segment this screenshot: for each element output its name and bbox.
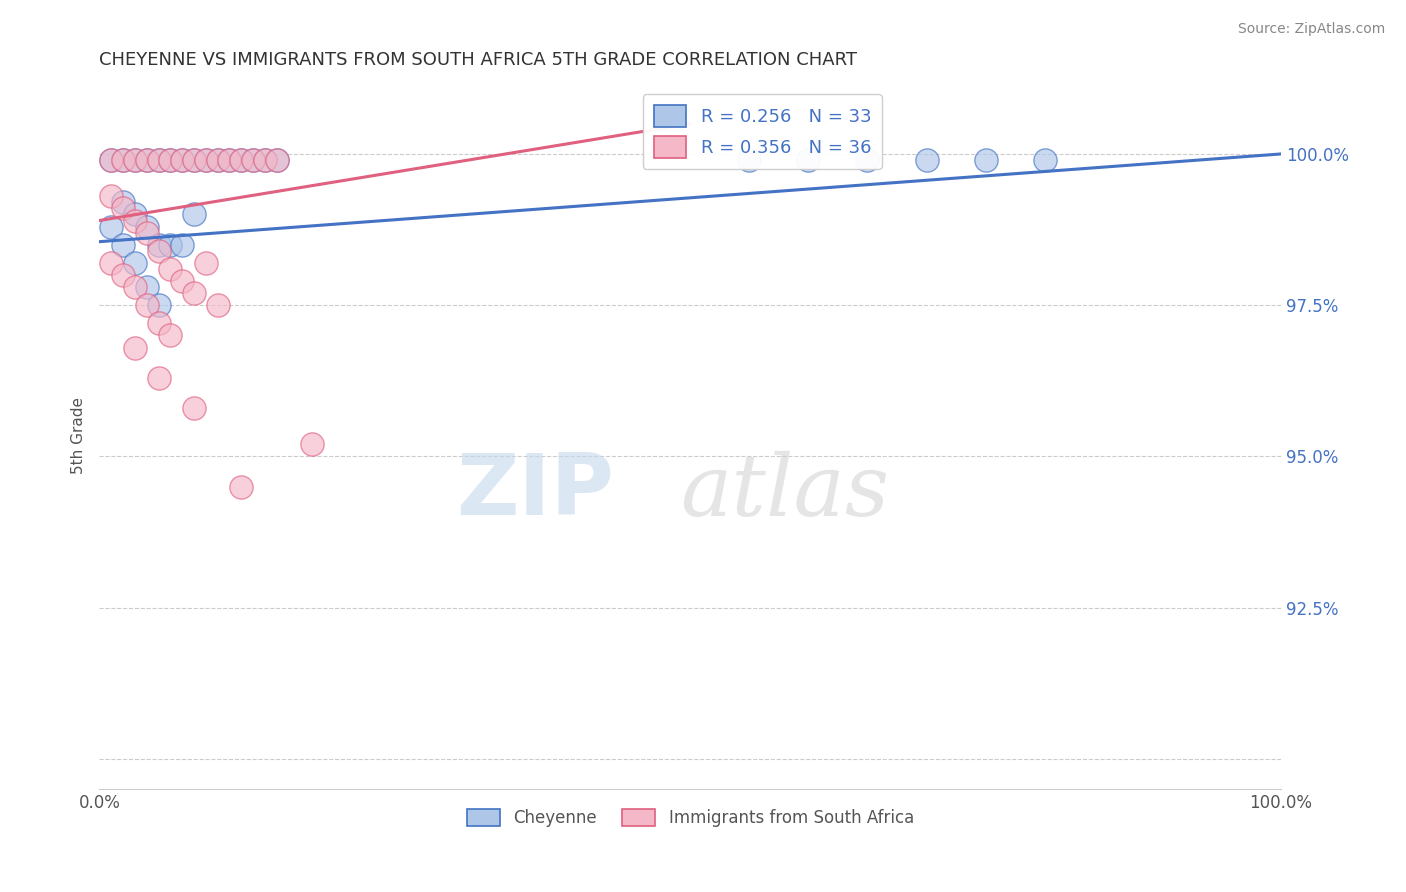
Text: atlas: atlas — [681, 450, 889, 533]
Point — [231, 480, 253, 494]
Point — [974, 153, 997, 167]
Point — [266, 153, 288, 167]
Point — [135, 226, 157, 240]
Point — [112, 153, 135, 167]
Point — [183, 153, 205, 167]
Point — [797, 153, 820, 167]
Point — [207, 153, 229, 167]
Point — [148, 317, 170, 331]
Point — [124, 213, 146, 227]
Point — [915, 153, 938, 167]
Point — [253, 153, 276, 167]
Point — [183, 153, 205, 167]
Point — [100, 189, 122, 203]
Point — [159, 328, 181, 343]
Point — [231, 153, 253, 167]
Point — [207, 298, 229, 312]
Point — [124, 280, 146, 294]
Point — [148, 298, 170, 312]
Point — [124, 341, 146, 355]
Point — [124, 153, 146, 167]
Point — [112, 202, 135, 216]
Point — [172, 274, 194, 288]
Point — [148, 244, 170, 258]
Point — [194, 256, 217, 270]
Point — [100, 153, 122, 167]
Point — [148, 153, 170, 167]
Point — [159, 153, 181, 167]
Text: ZIP: ZIP — [456, 450, 613, 533]
Point — [301, 437, 323, 451]
Point — [172, 237, 194, 252]
Point — [183, 207, 205, 221]
Point — [112, 153, 135, 167]
Point — [135, 153, 157, 167]
Point — [100, 219, 122, 234]
Point — [194, 153, 217, 167]
Point — [194, 153, 217, 167]
Point — [207, 153, 229, 167]
Point — [100, 153, 122, 167]
Point — [124, 153, 146, 167]
Point — [183, 401, 205, 415]
Point — [124, 256, 146, 270]
Point — [135, 153, 157, 167]
Point — [253, 153, 276, 167]
Point — [856, 153, 879, 167]
Point — [159, 261, 181, 276]
Legend: Cheyenne, Immigrants from South Africa: Cheyenne, Immigrants from South Africa — [460, 803, 921, 834]
Point — [172, 153, 194, 167]
Point — [148, 371, 170, 385]
Point — [112, 195, 135, 210]
Point — [112, 237, 135, 252]
Point — [218, 153, 240, 167]
Point — [1033, 153, 1056, 167]
Point — [172, 153, 194, 167]
Text: CHEYENNE VS IMMIGRANTS FROM SOUTH AFRICA 5TH GRADE CORRELATION CHART: CHEYENNE VS IMMIGRANTS FROM SOUTH AFRICA… — [100, 51, 858, 69]
Point — [159, 237, 181, 252]
Point — [242, 153, 264, 167]
Point — [135, 280, 157, 294]
Point — [738, 153, 761, 167]
Point — [159, 153, 181, 167]
Point — [112, 268, 135, 282]
Point — [218, 153, 240, 167]
Point — [231, 153, 253, 167]
Point — [183, 286, 205, 301]
Point — [135, 298, 157, 312]
Y-axis label: 5th Grade: 5th Grade — [72, 397, 86, 474]
Point — [100, 256, 122, 270]
Point — [135, 219, 157, 234]
Point — [266, 153, 288, 167]
Point — [148, 153, 170, 167]
Point — [124, 207, 146, 221]
Point — [242, 153, 264, 167]
Point — [148, 237, 170, 252]
Text: Source: ZipAtlas.com: Source: ZipAtlas.com — [1237, 22, 1385, 37]
